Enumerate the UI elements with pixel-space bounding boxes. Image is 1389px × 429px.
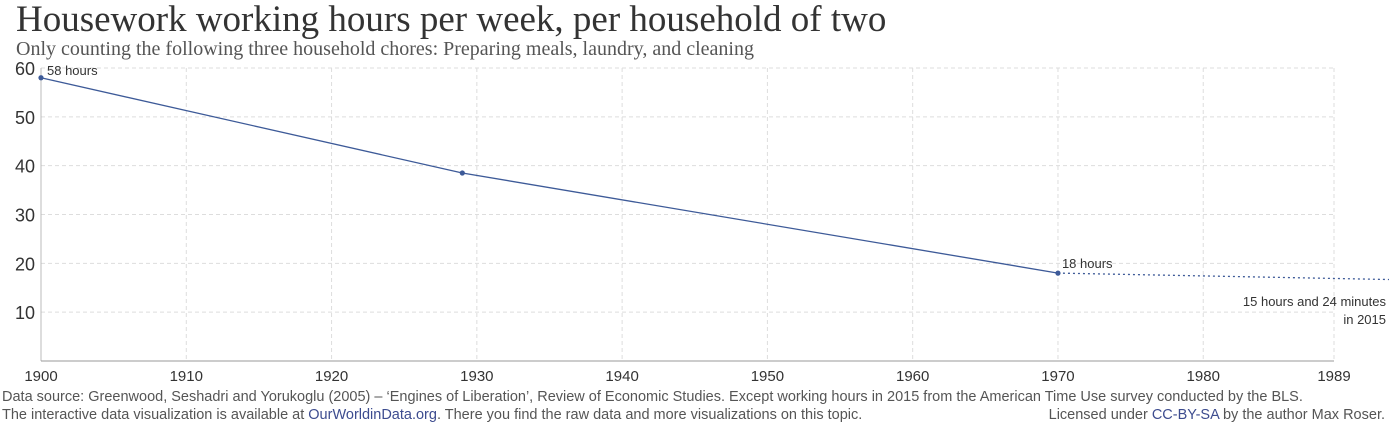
y-tick-label: 50	[15, 108, 35, 128]
x-tick-label: 1989	[1317, 368, 1350, 385]
series-line	[40, 77, 1059, 274]
x-tick-label: 1910	[170, 368, 203, 385]
annotation-2015-year: in 2015	[1343, 312, 1386, 327]
footer-license: Licensed under CC-BY-SA by the author Ma…	[1049, 407, 1385, 423]
x-tick-label: 1900	[24, 368, 57, 385]
footer-interactive-prefix: The interactive data visualization is av…	[2, 407, 309, 423]
data-point	[38, 75, 44, 81]
x-tick-label: 1920	[315, 368, 348, 385]
x-tick-label: 1960	[896, 368, 929, 385]
footer-interactive-suffix: . There you find the raw data and more v…	[436, 407, 863, 423]
chart-title: Housework working hours per week, per ho…	[16, 0, 887, 40]
annotation-18-hours: 18 hours	[1062, 256, 1113, 271]
footer-source: Data source: Greenwood, Seshadri and Yor…	[2, 389, 1303, 405]
x-tick-label: 1930	[460, 368, 493, 385]
x-tick-label: 1970	[1041, 368, 1074, 385]
x-tick-label: 1950	[751, 368, 784, 385]
x-tick-label: 1940	[605, 368, 638, 385]
y-tick-label: 30	[15, 206, 35, 226]
y-tick-label: 10	[15, 303, 35, 323]
license-suffix: by the author Max Roser.	[1218, 407, 1385, 423]
license-link[interactable]: CC-BY-SA	[1151, 407, 1219, 423]
license-prefix: Licensed under	[1048, 407, 1152, 423]
chart-subtitle: Only counting the following three househ…	[16, 38, 754, 60]
owid-link[interactable]: OurWorldinData.org	[308, 407, 437, 423]
x-tick-label: 1980	[1187, 368, 1220, 385]
data-point	[459, 170, 465, 176]
y-tick-label: 60	[15, 59, 35, 79]
y-tick-label: 40	[15, 157, 35, 177]
footer-info: The interactive data visualization is av…	[2, 407, 1385, 423]
annotation-2015-value: 15 hours and 24 minutes	[1243, 294, 1387, 309]
footer-source-text: Data source: Greenwood, Seshadri and Yor…	[2, 389, 1303, 405]
projection-line	[1057, 272, 1389, 281]
y-tick-label: 20	[15, 254, 35, 274]
annotation-58-hours: 58 hours	[47, 63, 98, 78]
